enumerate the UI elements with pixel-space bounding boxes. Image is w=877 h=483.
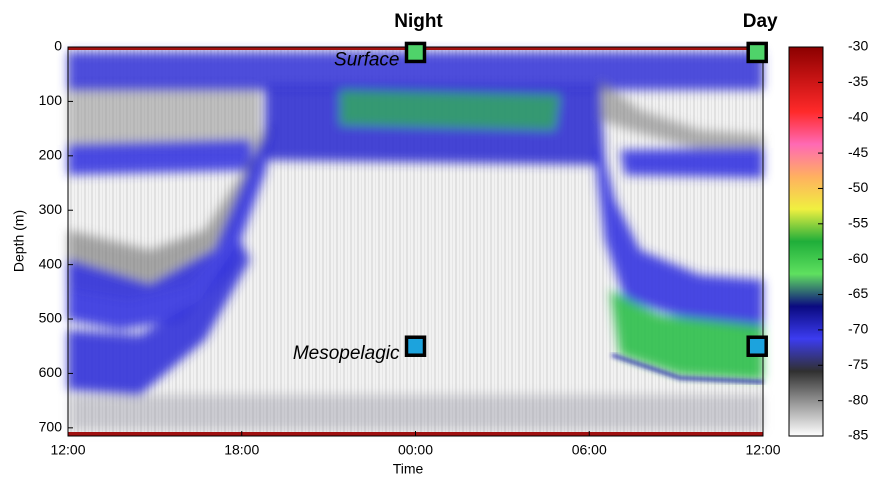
y-tick-label: 200 (39, 147, 63, 163)
colorbar-tick-label: -35 (848, 73, 868, 89)
colorbar-tick-label: -40 (848, 108, 868, 124)
y-tick-label: 600 (39, 364, 63, 380)
colorbar (788, 46, 824, 437)
colorbar-tick-label: -60 (848, 250, 868, 266)
series-label: Surface (334, 49, 399, 70)
marker (746, 335, 768, 357)
y-axis-label: Depth (m) (11, 210, 27, 272)
column-label: Day (743, 11, 778, 32)
colorbar-tick-label: -75 (848, 356, 868, 372)
marker (404, 41, 427, 64)
colorbar-tick-label: -45 (848, 144, 868, 160)
colorbar-tick-label: -55 (848, 215, 868, 231)
x-tick-label: 12:00 (50, 442, 85, 458)
x-tick-label: 06:00 (572, 442, 607, 458)
y-tick-label: 700 (39, 419, 63, 435)
y-tick-label: 100 (39, 92, 63, 108)
marker (404, 335, 427, 357)
colorbar-tick-label: -30 (848, 38, 868, 54)
column-label: Night (394, 11, 443, 32)
y-tick-label: 0 (54, 38, 62, 54)
series-label: Mesopelagic (293, 343, 400, 364)
y-tick-label: 500 (39, 310, 63, 326)
x-tick-label: 00:00 (398, 442, 433, 458)
y-tick-label: 400 (39, 255, 63, 271)
x-tick-label: 18:00 (224, 442, 259, 458)
colorbar-tick-label: -70 (848, 321, 868, 337)
echogram (67, 46, 764, 437)
y-tick-label: 300 (39, 201, 63, 217)
colorbar-tick-label: -85 (848, 427, 868, 443)
colorbar-tick-label: -65 (848, 285, 868, 301)
x-axis-label: Time (393, 461, 424, 477)
x-tick-label: 12:00 (745, 442, 780, 458)
colorbar-tick-label: -80 (848, 391, 868, 407)
marker (746, 41, 768, 64)
colorbar-tick-label: -50 (848, 179, 868, 195)
